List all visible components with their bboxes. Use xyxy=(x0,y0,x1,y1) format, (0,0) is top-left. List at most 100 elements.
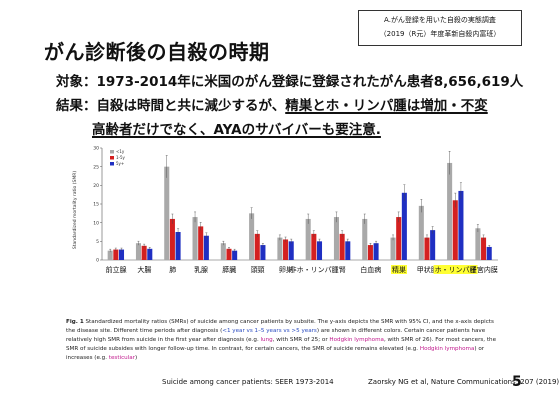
result-line-2: 高齢者だけでなく、AYAのサバイバーも要注意. xyxy=(92,118,381,138)
category-label: 大腸 xyxy=(137,265,151,274)
bar xyxy=(339,233,345,260)
bar xyxy=(198,226,204,260)
caption-text-4: , with SMR of 26). For most cancers, the… xyxy=(66,337,497,352)
bar xyxy=(288,241,294,260)
caption-highlight-3: Hodgkin lymphoma xyxy=(329,337,384,343)
y-axis-label: Standardized mortality ratio (SMR) xyxy=(72,171,78,249)
bar xyxy=(390,237,396,260)
bar xyxy=(311,233,317,260)
category-label: 肺 xyxy=(169,266,176,274)
source-box: A.がん登録を用いた自殺の実態調査 （2019（R元）年度革新自殺内富班） xyxy=(358,10,522,46)
bar xyxy=(232,250,238,260)
category-label: 非ホ・リンパ腫 xyxy=(290,265,339,274)
bar xyxy=(333,217,339,260)
category-label: 子宮内膜 xyxy=(470,265,498,274)
caption-text-2: ) are shown in different colors. Certain… xyxy=(66,328,486,343)
category-label: 卵巣 xyxy=(279,265,293,274)
bar xyxy=(283,239,289,260)
category-label: 白血病 xyxy=(360,265,381,274)
category-label: 精巣 xyxy=(392,265,406,274)
category-label: 乳腺 xyxy=(194,265,208,274)
caption-text-5: ) or increases (e.g. xyxy=(66,346,485,361)
caption-text-1: Standardized mortality ratios (SMRs) of … xyxy=(66,319,494,334)
footer-source: Suicide among cancer patients: SEER 1973… xyxy=(162,378,334,386)
bar xyxy=(316,241,323,260)
bar xyxy=(169,218,175,260)
bar xyxy=(452,200,458,260)
bar xyxy=(481,237,487,260)
y-tick-label: 10 xyxy=(93,220,99,226)
bar xyxy=(458,190,464,260)
bar xyxy=(418,205,424,260)
category-label: ホ・リンパ腫 xyxy=(435,265,477,274)
category-label: 頭頸 xyxy=(251,266,265,274)
bar xyxy=(362,218,368,260)
bar xyxy=(147,248,153,260)
category-label: 前立腺 xyxy=(106,265,127,274)
bar xyxy=(141,245,147,260)
bar xyxy=(118,249,125,260)
source-line-2: （2019（R元）年度革新自殺内富班） xyxy=(379,30,501,38)
bar xyxy=(249,213,255,260)
bar xyxy=(396,217,402,260)
category-highlight xyxy=(433,265,478,274)
result-underlined: 精巣とホ・リンパ腫は増加・不変 xyxy=(285,98,488,114)
y-tick-label: 20 xyxy=(93,183,99,189)
legend-label: 1-5y xyxy=(116,155,126,160)
caption-text-6: ) xyxy=(134,355,138,361)
caption-highlight-1: <1 year vs 1–5 years vs >5 years xyxy=(222,328,317,334)
bar xyxy=(475,228,481,260)
smr-bar-chart: Standardized mortality ratio (SMR) 0 5 10 1… xyxy=(72,146,498,274)
legend-swatch xyxy=(110,150,114,154)
bar xyxy=(107,250,113,260)
bar xyxy=(220,243,226,260)
y-tick-label: 25 xyxy=(93,164,99,170)
y-tick-label: 30 xyxy=(93,146,99,152)
legend-label: <1y xyxy=(116,149,125,154)
legend-swatch xyxy=(110,156,114,160)
caption-highlight-2: lung xyxy=(260,337,273,343)
y-tick-label: 0 xyxy=(96,258,99,264)
category-label: 腎 xyxy=(339,265,346,274)
legend-swatch xyxy=(110,162,114,166)
bar xyxy=(367,245,373,260)
bar xyxy=(260,245,266,260)
legend-label: 5y+ xyxy=(116,161,124,166)
footer-citation: Zaorsky NG et al, Nature Communications:… xyxy=(368,378,560,386)
bar xyxy=(305,218,311,260)
bar xyxy=(277,237,283,260)
bar xyxy=(447,162,453,260)
target-text: 対象：1973-2014年に米国のがん登録に登録されたがん患者8,656,619… xyxy=(56,74,524,90)
page-number: 5 xyxy=(512,374,522,390)
caption-text-3: , with SMR of 25; or xyxy=(272,337,330,343)
bar xyxy=(113,249,119,260)
bar xyxy=(254,233,260,260)
category-highlight xyxy=(391,265,407,274)
caption-highlight-5: testicular xyxy=(108,355,135,361)
y-tick-label: 15 xyxy=(93,202,99,208)
bar xyxy=(226,248,232,260)
bar xyxy=(164,166,170,260)
bar xyxy=(203,235,209,260)
slide-title: がん診断後の自殺の時期 xyxy=(44,40,270,64)
result-prefix: 結果：自殺は時間と共に減少するが、 xyxy=(56,98,286,114)
result-line-2-text: 高齢者だけでなく、AYAのサバイバーも要注意. xyxy=(92,122,381,138)
category-label: 膵臓 xyxy=(222,265,236,274)
source-line-1: A.がん登録を用いた自殺の実態調査 xyxy=(384,16,496,24)
bar xyxy=(345,241,351,260)
bar xyxy=(424,237,430,260)
bar xyxy=(401,192,407,260)
caption-fig-label: Fig. 1 xyxy=(66,319,84,325)
bar xyxy=(486,246,492,260)
result-line-1: 結果：自殺は時間と共に減少するが、精巣とホ・リンパ腫は増加・不変 xyxy=(56,94,488,114)
bar xyxy=(430,230,436,260)
bar xyxy=(373,243,379,260)
caption-highlight-4: Hodgkin lymphoma xyxy=(419,346,475,352)
bar xyxy=(192,217,198,260)
figure-caption: Fig. 1 Standardized mortality ratios (SM… xyxy=(66,318,502,363)
bar xyxy=(175,232,181,260)
category-label: 甲状腺 xyxy=(417,265,438,274)
y-tick-label: 5 xyxy=(96,239,99,245)
bar xyxy=(135,243,141,260)
